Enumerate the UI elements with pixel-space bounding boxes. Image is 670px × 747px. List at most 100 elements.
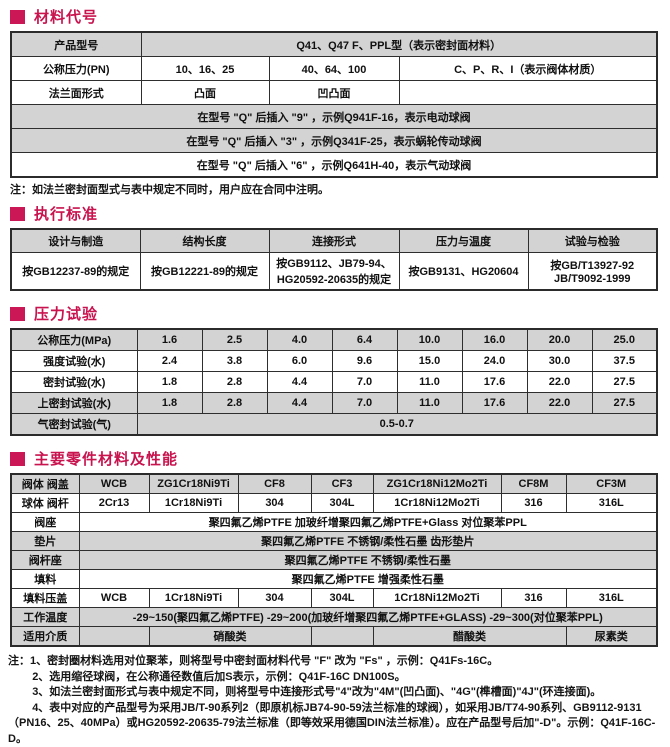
column-header: 压力与温度 — [399, 229, 528, 253]
table-row: 密封试验(水) 1.8 2.8 4.4 7.0 11.0 17.6 22.0 2… — [11, 372, 657, 393]
table-cell: 按GB12237-89的规定 — [11, 253, 140, 291]
table-cell: 6.0 — [267, 351, 332, 372]
table-cell: 0.5-0.7 — [137, 414, 657, 436]
table-row: 工作温度 -29~150(聚四氟乙烯PTFE) -29~200(加玻纤增聚四氟乙… — [11, 608, 657, 627]
row-label: 产品型号 — [11, 32, 141, 57]
table-row: 阀座 聚四氟乙烯PTFE 加玻纤增聚四氟乙烯PTFE+Glass 对位聚苯PPL — [11, 513, 657, 532]
table-row: 强度试验(水) 2.4 3.8 6.0 9.6 15.0 24.0 30.0 3… — [11, 351, 657, 372]
table-cell: 304L — [311, 494, 373, 513]
table-row: 产品型号 Q41、Q47 F、PPL型（表示密封面材料） — [11, 32, 657, 57]
table-cell-empty — [311, 627, 373, 647]
footnote-3: 3、如法兰密封面形式与表中规定不同，则将型号中连接形式号"4"改为"4M"(凹凸… — [8, 685, 662, 701]
table-cell: 1Cr18Ni9Ti — [149, 589, 238, 608]
footnote-2: 2、选用缩径球阀，在公称通径数值后加S表示，示例：Q41F-16C DN100S… — [8, 670, 662, 686]
table-cell: 316L — [566, 589, 657, 608]
table-cell: 304L — [311, 589, 373, 608]
flange-note: 注：如法兰密封面型式与表中规定不同时，用户应在合同中注明。 — [10, 181, 670, 197]
table-cell: 聚四氟乙烯PTFE 增强柔性石墨 — [79, 570, 657, 589]
table-cell: 10.0 — [397, 329, 462, 351]
table-row: 在型号 "Q" 后插入 "9" ，示例Q941F-16，表示电动球阀 — [11, 105, 657, 129]
table-cell: 316L — [566, 494, 657, 513]
row-label: 公称压力(PN) — [11, 57, 141, 81]
row-label: 阀杆座 — [11, 551, 79, 570]
table-cell: 尿素类 — [566, 627, 657, 647]
table-cell: C、P、R、I（表示阀体材质） — [399, 57, 657, 81]
table-cell: 聚四氟乙烯PTFE 不锈钢/柔性石墨 齿形垫片 — [79, 532, 657, 551]
material-code-table: 产品型号 Q41、Q47 F、PPL型（表示密封面材料） 公称压力(PN) 10… — [10, 31, 658, 178]
table-cell: 1Cr18Ni9Ti — [149, 494, 238, 513]
table-cell: 17.6 — [462, 372, 527, 393]
section-title-parts-materials: 主要零件材料及性能 — [10, 448, 670, 469]
table-cell: CF3 — [311, 474, 373, 494]
section-bullet-icon — [10, 207, 25, 221]
table-row: 阀杆座 聚四氟乙烯PTFE 不锈钢/柔性石墨 — [11, 551, 657, 570]
table-row: 适用介质 硝酸类 醋酸类 尿素类 — [11, 627, 657, 647]
table-row: 球体 阀杆 2Cr13 1Cr18Ni9Ti 304 304L 1Cr18Ni1… — [11, 494, 657, 513]
table-cell: 40、64、100 — [269, 57, 399, 81]
table-cell: 2.8 — [202, 393, 267, 414]
row-label: 密封试验(水) — [11, 372, 137, 393]
table-cell: CF8M — [501, 474, 566, 494]
table-row: 在型号 "Q" 后插入 "3" ，示例Q341F-25，表示蜗轮传动球阀 — [11, 129, 657, 153]
table-cell: 11.0 — [397, 372, 462, 393]
table-cell: 硝酸类 — [149, 627, 311, 647]
row-label: 阀体 阀盖 — [11, 474, 79, 494]
table-cell: 1.6 — [137, 329, 202, 351]
table-row: 上密封试验(水) 1.8 2.8 4.4 7.0 11.0 17.6 22.0 … — [11, 393, 657, 414]
table-cell: CF3M — [566, 474, 657, 494]
table-cell: 22.0 — [527, 393, 592, 414]
section-title-text: 压力试验 — [34, 303, 98, 324]
table-cell: ZG1Cr18Ni12Mo2Ti — [373, 474, 501, 494]
table-cell: 16.0 — [462, 329, 527, 351]
row-label: 填料 — [11, 570, 79, 589]
table-cell: 316 — [501, 589, 566, 608]
table-header-row: 公称压力(MPa) 1.6 2.5 4.0 6.4 10.0 16.0 20.0… — [11, 329, 657, 351]
parts-materials-table: 阀体 阀盖 WCB ZG1Cr18Ni9Ti CF8 CF3 ZG1Cr18Ni… — [10, 473, 658, 647]
section-title-text: 主要零件材料及性能 — [34, 448, 178, 469]
table-cell: CF8 — [238, 474, 311, 494]
table-row: 填料 聚四氟乙烯PTFE 增强柔性石墨 — [11, 570, 657, 589]
table-cell: 3.8 — [202, 351, 267, 372]
row-label: 法兰面形式 — [11, 81, 141, 105]
table-cell: 按GB12221-89的规定 — [140, 253, 269, 291]
row-label: 填料压盖 — [11, 589, 79, 608]
table-cell: 37.5 — [592, 351, 657, 372]
column-header: 结构长度 — [140, 229, 269, 253]
section-bullet-icon — [10, 10, 25, 24]
section-bullet-icon — [10, 452, 25, 466]
table-cell: 304 — [238, 589, 311, 608]
table-cell: 10、16、25 — [141, 57, 269, 81]
table-cell: 凹凸面 — [269, 81, 399, 105]
table-row: 填料压盖 WCB 1Cr18Ni9Ti 304 304L 1Cr18Ni12Mo… — [11, 589, 657, 608]
table-header-row: 阀体 阀盖 WCB ZG1Cr18Ni9Ti CF8 CF3 ZG1Cr18Ni… — [11, 474, 657, 494]
column-header: 试验与检验 — [528, 229, 657, 253]
table-cell: 按GB9112、JB79-94、HG20592-20635的规定 — [269, 253, 399, 291]
standards-table: 设计与制造 结构长度 连接形式 压力与温度 试验与检验 按GB12237-89的… — [10, 228, 658, 291]
table-cell: 聚四氟乙烯PTFE 不锈钢/柔性石墨 — [79, 551, 657, 570]
table-cell: -29~150(聚四氟乙烯PTFE) -29~200(加玻纤增聚四氟乙烯PTFE… — [79, 608, 657, 627]
footnotes: 注：1、密封圈材料选用对位聚苯，则将型号中密封面材料代号 "F" 改为 "Fs"… — [8, 654, 662, 747]
table-header-row: 设计与制造 结构长度 连接形式 压力与温度 试验与检验 — [11, 229, 657, 253]
table-cell: 按GB/T13927-92 JB/T9092-1999 — [528, 253, 657, 291]
table-cell: 1.8 — [137, 393, 202, 414]
table-cell: 在型号 "Q" 后插入 "3" ，示例Q341F-25，表示蜗轮传动球阀 — [11, 129, 657, 153]
table-cell: 4.4 — [267, 393, 332, 414]
table-row: 在型号 "Q" 后插入 "6" ，示例Q641H-40，表示气动球阀 — [11, 153, 657, 178]
section-title-pressure-test: 压力试验 — [10, 303, 670, 324]
table-cell: 2.8 — [202, 372, 267, 393]
column-header: 设计与制造 — [11, 229, 140, 253]
table-cell: 1Cr18Ni12Mo2Ti — [373, 589, 501, 608]
table-cell: 在型号 "Q" 后插入 "6" ，示例Q641H-40，表示气动球阀 — [11, 153, 657, 178]
table-cell: 24.0 — [462, 351, 527, 372]
table-row: 气密封试验(气) 0.5-0.7 — [11, 414, 657, 436]
table-cell: WCB — [79, 474, 149, 494]
section-title-text: 材料代号 — [34, 6, 98, 27]
section-title-material-code: 材料代号 — [10, 6, 670, 27]
table-cell: Q41、Q47 F、PPL型（表示密封面材料） — [141, 32, 657, 57]
table-cell: 20.0 — [527, 329, 592, 351]
footnote-1: 注：1、密封圈材料选用对位聚苯，则将型号中密封面材料代号 "F" 改为 "Fs"… — [8, 654, 662, 670]
table-cell: 在型号 "Q" 后插入 "9" ，示例Q941F-16，表示电动球阀 — [11, 105, 657, 129]
table-cell: 1Cr18Ni12Mo2Ti — [373, 494, 501, 513]
table-cell: 4.0 — [267, 329, 332, 351]
